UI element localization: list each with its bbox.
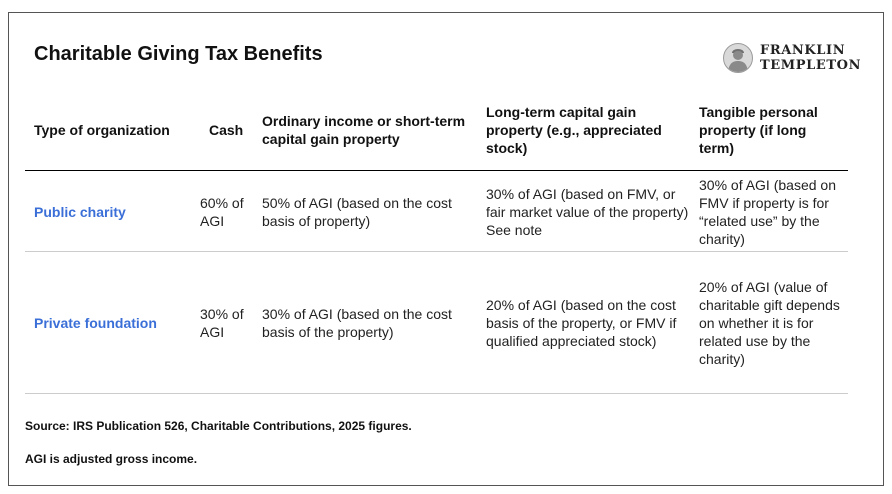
header-divider <box>25 170 848 171</box>
agi-definition-note: AGI is adjusted gross income. <box>25 452 198 466</box>
row-org-public-charity: Public charity <box>34 204 126 220</box>
row-2-ordinary: 30% of AGI (based on the cost basis of t… <box>262 306 452 340</box>
row-org-private-foundation: Private foundation <box>34 315 157 331</box>
row-1-tangible: 30% of AGI (based on FMV if property is … <box>699 177 836 247</box>
col-header-cash: Cash <box>209 122 244 138</box>
source-note: Source: IRS Publication 526, Charitable … <box>25 419 412 433</box>
row-divider <box>25 251 848 252</box>
logo-line-2: TEMPLETON <box>760 58 862 73</box>
figure-frame <box>8 12 884 486</box>
row-2-longterm: 20% of AGI (based on the cost basis of t… <box>486 297 677 349</box>
table-bottom-divider <box>25 393 848 394</box>
logo-line-1: FRANKLIN <box>760 43 846 58</box>
franklin-portrait-icon <box>723 43 753 73</box>
row-1-cash: 60% of AGI <box>200 195 244 229</box>
row-1-longterm: 30% of AGI (based on FMV, or fair market… <box>486 186 689 238</box>
col-header-ordinary: Ordinary income or short-term capital ga… <box>262 113 466 147</box>
col-header-tangible: Tangible personal property (if long term… <box>699 104 818 156</box>
row-2-cash: 30% of AGI <box>200 306 244 340</box>
row-1-ordinary: 50% of AGI (based on the cost basis of p… <box>262 195 452 229</box>
page-title: Charitable Giving Tax Benefits <box>34 43 323 65</box>
row-2-tangible: 20% of AGI (value of charitable gift dep… <box>699 279 840 367</box>
col-header-longterm: Long-term capital gain property (e.g., a… <box>486 104 662 156</box>
logo-wordmark: FRANKLIN TEMPLETON <box>760 43 861 73</box>
col-header-type: Type of organization <box>34 122 170 138</box>
